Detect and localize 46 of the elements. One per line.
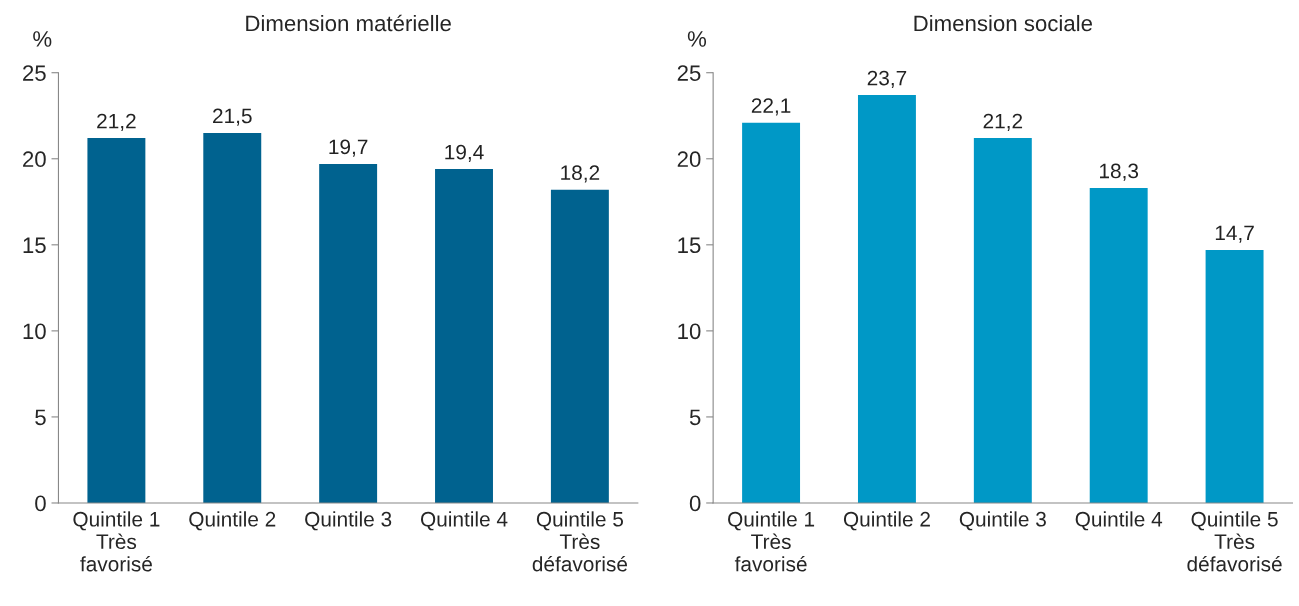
data-label: 19,4: [445, 144, 484, 162]
x-tick-label: Quintile 2: [843, 511, 930, 531]
bar: [87, 138, 146, 503]
y-axis-title: %: [33, 31, 52, 47]
bar: [1205, 249, 1264, 503]
bar: [550, 189, 609, 503]
y-tick-label: 20: [677, 151, 701, 168]
bar: [319, 163, 378, 503]
y-axis-title: %: [687, 31, 707, 47]
data-label: 21,5: [213, 108, 252, 126]
y-tick-label: 5: [35, 409, 46, 426]
y-tick-label: 15: [23, 237, 46, 254]
bar: [973, 138, 1032, 503]
x-tick-label: Quintile 3: [959, 511, 1046, 531]
chart-title: Dimension matérielle: [246, 14, 451, 32]
bar: [203, 132, 262, 503]
x-tick-label: Quintile 4: [420, 511, 508, 531]
bar: [435, 169, 493, 503]
y-tick-label: 10: [678, 323, 701, 340]
y-tick-label: 0: [689, 495, 701, 512]
y-tick-label: 0: [35, 495, 46, 512]
y-tick-label: 5: [689, 409, 701, 426]
y-tick-label: 15: [678, 237, 701, 254]
chart-title: Dimension sociale: [914, 14, 1092, 32]
x-tick-label: Quintile 2: [189, 511, 276, 531]
x-tick-label: Quintile 3: [305, 511, 392, 531]
data-label: 21,2: [983, 113, 1023, 131]
x-tick-label: Quintile 1 Très favorisé: [728, 511, 815, 572]
data-label: 21,2: [97, 113, 136, 131]
y-tick-label: 25: [23, 65, 46, 81]
data-label: 18,3: [1100, 163, 1139, 181]
x-tick-label: Quintile 1 Très favorisé: [73, 511, 160, 572]
data-label: 22,1: [751, 98, 791, 116]
y-tick-label: 20: [23, 151, 46, 168]
data-label: 14,7: [1215, 225, 1254, 243]
bar: [857, 95, 916, 503]
y-tick-label: 25: [677, 65, 701, 81]
data-label: 23,7: [867, 70, 907, 88]
x-tick-label: Quintile 4: [1075, 511, 1163, 531]
x-tick-label: Quintile 5 Très défavorisé: [1187, 511, 1282, 572]
data-label: 18,2: [561, 165, 600, 183]
bar: [1089, 188, 1148, 503]
data-label: 19,7: [329, 139, 368, 157]
y-tick-label: 10: [23, 323, 46, 340]
bar: [742, 122, 801, 503]
x-tick-label: Quintile 5 Très défavorisé: [532, 511, 628, 572]
